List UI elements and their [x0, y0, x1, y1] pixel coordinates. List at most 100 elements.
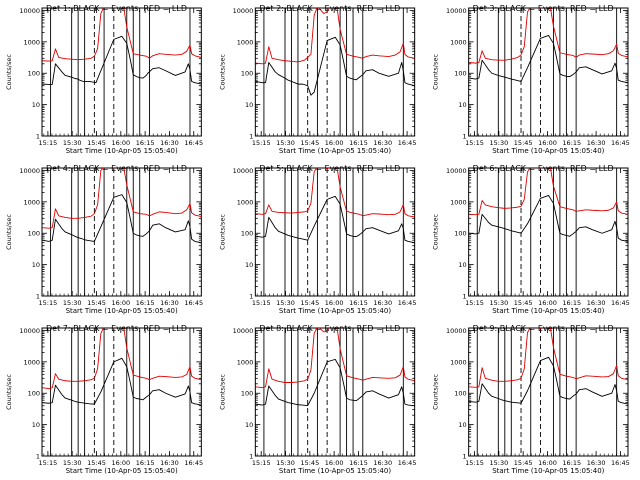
x-tick-label: 16:15: [562, 299, 581, 307]
lld-series-line: [255, 328, 415, 389]
time-markers: [476, 8, 618, 136]
events-series-line: [255, 358, 415, 407]
plot-frame: [254, 167, 416, 297]
x-axis-label: Start Time (10-Apr-05 15:05:40): [492, 147, 604, 155]
x-tick-label: 16:30: [160, 459, 179, 467]
panel-det-5: Det 5: BLACK = Events, RED = LLD11010010…: [218, 164, 416, 315]
x-tick-label: 16:45: [611, 459, 630, 467]
x-tick-label: 15:45: [300, 139, 319, 147]
x-tick-label: 15:30: [489, 139, 508, 147]
y-tick-label: 100: [454, 230, 466, 238]
x-tick-label: 16:00: [111, 139, 130, 147]
y-tick-label: 10000: [233, 327, 254, 335]
lld-series-line: [42, 168, 202, 229]
x-axis-label: Start Time (10-Apr-05 15:05:40): [492, 467, 604, 475]
series-group: [42, 168, 202, 244]
y-tick-label: 1: [463, 453, 467, 461]
x-tick-label: 16:15: [136, 299, 155, 307]
x-tick-label: 15:45: [87, 139, 106, 147]
y-tick-label: 10000: [19, 167, 40, 175]
y-axis-label: Counts/sec: [432, 214, 440, 250]
x-tick-label: 15:45: [300, 299, 319, 307]
x-tick-label: 15:15: [465, 459, 484, 467]
x-tick-label: 16:30: [587, 299, 606, 307]
x-axis-label: Start Time (10-Apr-05 15:05:40): [66, 467, 178, 475]
x-tick-label: 15:45: [87, 299, 106, 307]
x-tick-label: 16:45: [398, 139, 417, 147]
panel-det-2: Det 2: BLACK = Events, RED = LLD11010010…: [218, 4, 416, 155]
y-tick-label: 10000: [446, 167, 467, 175]
y-tick-label: 10000: [233, 7, 254, 15]
y-tick-label: 1: [249, 453, 253, 461]
x-axis-label: Start Time (10-Apr-05 15:05:40): [279, 307, 391, 315]
panel-det-7: Det 7: BLACK = Events, RED = LLD11010010…: [5, 324, 203, 475]
x-tick-label: 16:00: [538, 459, 557, 467]
x-tick-label: 16:15: [349, 299, 368, 307]
x-tick-label: 16:00: [325, 459, 344, 467]
y-axis-label: Counts/sec: [218, 54, 226, 90]
y-tick-label: 100: [241, 230, 253, 238]
x-tick-label: 15:15: [252, 139, 271, 147]
panel-det-6: Det 6: BLACK = Events, RED = LLD11010010…: [432, 164, 630, 315]
plot-frame: [41, 327, 202, 457]
events-series-line: [469, 195, 628, 242]
y-tick-label: 1000: [450, 38, 467, 46]
time-markers: [263, 328, 404, 456]
x-tick-label: 15:15: [252, 459, 271, 467]
x-tick-label: 15:30: [276, 459, 295, 467]
series-group: [469, 328, 628, 405]
events-series-line: [42, 35, 202, 85]
x-tick-label: 16:00: [111, 299, 130, 307]
y-tick-label: 10: [32, 421, 40, 429]
x-tick-label: 16:45: [398, 299, 417, 307]
x-tick-label: 16:30: [373, 139, 392, 147]
y-tick-label: 10: [458, 261, 466, 269]
x-tick-label: 15:30: [276, 299, 295, 307]
time-markers: [263, 168, 404, 296]
y-tick-label: 100: [28, 230, 40, 238]
series-group: [469, 168, 628, 242]
x-tick-label: 16:30: [587, 459, 606, 467]
x-axis-label: Start Time (10-Apr-05 15:05:40): [66, 147, 178, 155]
x-tick-label: 15:30: [63, 459, 82, 467]
time-markers: [476, 168, 618, 296]
x-axis-label: Start Time (10-Apr-05 15:05:40): [66, 307, 178, 315]
panel-det-9: Det 9: BLACK = Events, RED = LLD11010010…: [432, 324, 630, 475]
time-markers: [476, 328, 618, 456]
series-group: [255, 328, 415, 407]
x-tick-label: 16:15: [349, 139, 368, 147]
series-group: [42, 328, 202, 406]
x-tick-label: 16:45: [184, 299, 203, 307]
y-tick-label: 1000: [237, 358, 254, 366]
y-tick-label: 1000: [237, 198, 254, 206]
y-axis-label: Counts/sec: [218, 374, 226, 410]
x-tick-label: 15:15: [39, 459, 58, 467]
x-tick-label: 16:45: [184, 459, 203, 467]
plot-frame: [254, 7, 416, 137]
y-tick-label: 10: [245, 101, 253, 109]
plot-frame: [41, 167, 202, 297]
y-tick-label: 1000: [23, 38, 40, 46]
x-tick-label: 16:15: [136, 139, 155, 147]
x-tick-label: 16:00: [538, 299, 557, 307]
x-tick-label: 15:30: [489, 459, 508, 467]
y-axis-label: Counts/sec: [432, 54, 440, 90]
x-tick-label: 16:15: [562, 139, 581, 147]
x-tick-label: 16:30: [373, 299, 392, 307]
y-tick-label: 1000: [450, 358, 467, 366]
x-tick-label: 16:45: [611, 299, 630, 307]
x-tick-label: 16:45: [611, 139, 630, 147]
time-markers: [50, 8, 191, 136]
x-tick-label: 15:45: [514, 459, 533, 467]
y-tick-label: 1: [463, 133, 467, 141]
y-tick-label: 1000: [23, 358, 40, 366]
y-axis-label: Counts/sec: [5, 374, 13, 410]
x-tick-label: 15:15: [465, 299, 484, 307]
events-series-line: [42, 357, 202, 406]
y-tick-label: 100: [241, 70, 253, 78]
time-markers: [263, 8, 404, 136]
x-tick-label: 15:30: [63, 299, 82, 307]
lld-series-line: [469, 328, 628, 388]
y-tick-label: 10000: [446, 7, 467, 15]
